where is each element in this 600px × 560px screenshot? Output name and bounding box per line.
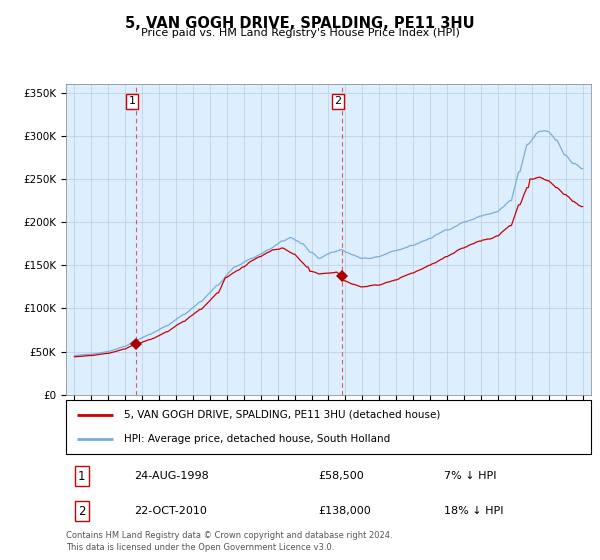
Text: 22-OCT-2010: 22-OCT-2010 [134, 506, 207, 516]
Text: 7% ↓ HPI: 7% ↓ HPI [444, 471, 497, 481]
Text: 24-AUG-1998: 24-AUG-1998 [134, 471, 209, 481]
Text: £138,000: £138,000 [318, 506, 371, 516]
Text: £58,500: £58,500 [318, 471, 364, 481]
Text: 1: 1 [128, 96, 136, 106]
Text: Contains HM Land Registry data © Crown copyright and database right 2024.
This d: Contains HM Land Registry data © Crown c… [66, 531, 392, 552]
Text: 18% ↓ HPI: 18% ↓ HPI [444, 506, 503, 516]
Text: 2: 2 [334, 96, 341, 106]
Text: 1: 1 [78, 469, 86, 483]
Text: Price paid vs. HM Land Registry's House Price Index (HPI): Price paid vs. HM Land Registry's House … [140, 28, 460, 38]
Text: HPI: Average price, detached house, South Holland: HPI: Average price, detached house, Sout… [124, 434, 390, 444]
Text: 2: 2 [78, 505, 86, 518]
Text: 5, VAN GOGH DRIVE, SPALDING, PE11 3HU (detached house): 5, VAN GOGH DRIVE, SPALDING, PE11 3HU (d… [124, 410, 440, 420]
Text: 5, VAN GOGH DRIVE, SPALDING, PE11 3HU: 5, VAN GOGH DRIVE, SPALDING, PE11 3HU [125, 16, 475, 31]
